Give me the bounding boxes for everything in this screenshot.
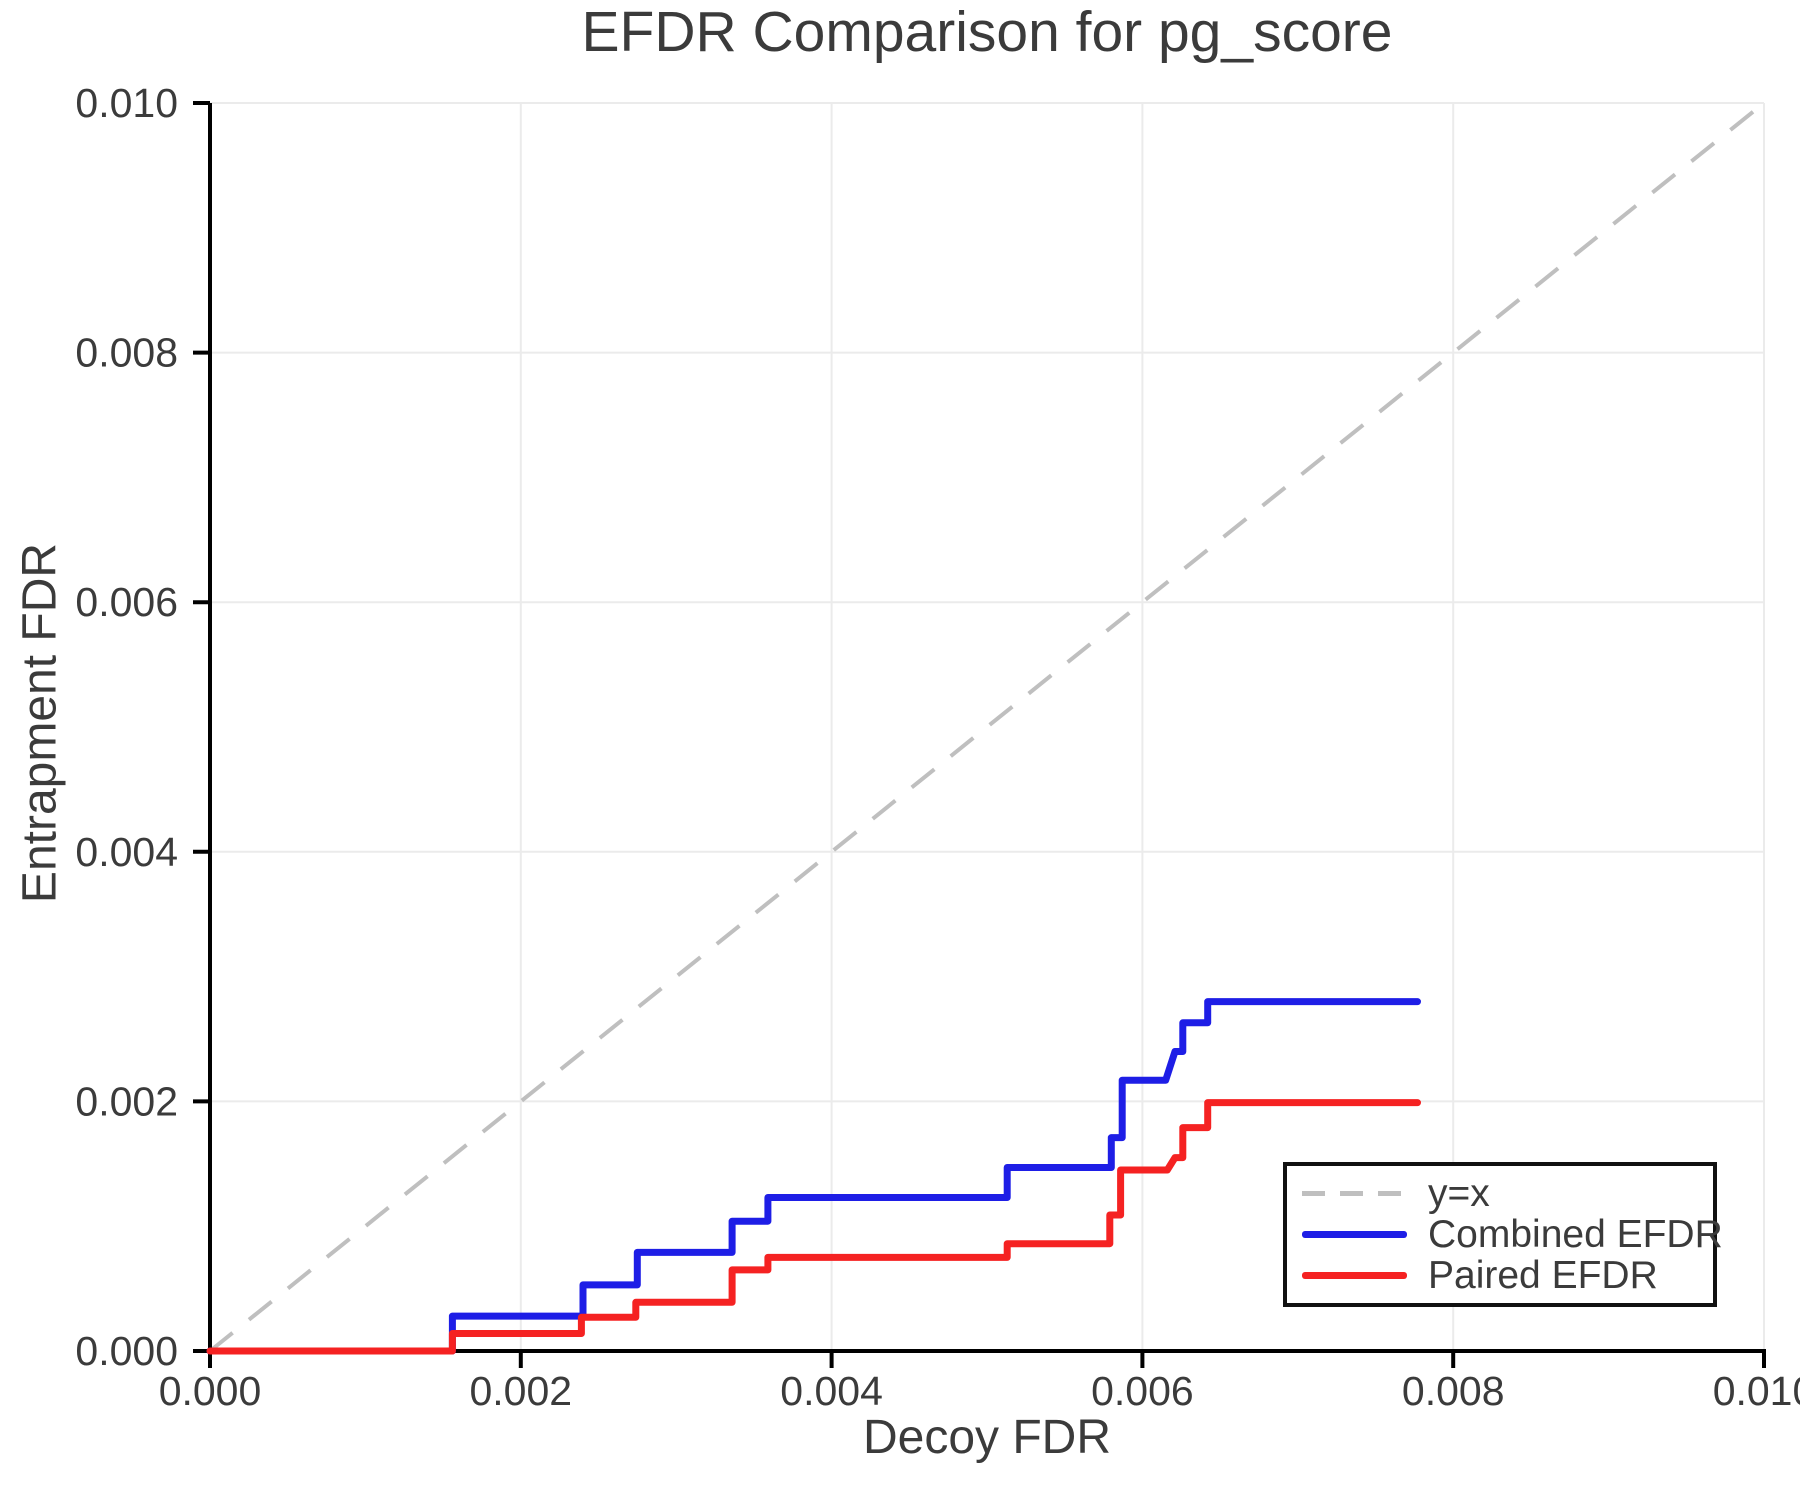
y-tick-label: 0.006	[75, 579, 178, 625]
x-tick-label: 0.002	[469, 1368, 572, 1414]
x-tick-label: 0.004	[780, 1368, 883, 1414]
x-tick-label: 0.000	[159, 1368, 262, 1414]
legend-item-paired-efdr: Paired EFDR	[1302, 1255, 1713, 1296]
legend-label-yx: y=x	[1428, 1172, 1490, 1215]
legend-label-paired-efdr: Paired EFDR	[1428, 1254, 1658, 1297]
paired-efdr-line	[206, 1099, 1421, 1355]
legend-item-yx: y=x	[1302, 1173, 1713, 1214]
chart-title: EFDR Comparison for pg_score	[581, 0, 1393, 64]
x-tick-label: 0.008	[1402, 1368, 1505, 1414]
x-tick-label: 0.010	[1713, 1368, 1800, 1414]
reference-line-yx	[208, 101, 1766, 1353]
y-tick-label: 0.010	[75, 80, 178, 126]
y-tick-label: 0.002	[75, 1078, 178, 1124]
red-line-swatch	[1302, 1272, 1407, 1279]
legend: y=x Combined EFDR Paired EFDR	[1283, 1162, 1723, 1307]
x-tick-label: 0.006	[1091, 1368, 1194, 1414]
y-tick-label: 0.004	[75, 829, 178, 875]
legend-item-combined-efdr: Combined EFDR	[1302, 1214, 1723, 1255]
y-axis-label: Entrapment FDR	[13, 542, 67, 904]
legend-label-combined-efdr: Combined EFDR	[1428, 1213, 1723, 1256]
y-tick-label: 0.000	[75, 1328, 178, 1374]
y-tick-label: 0.008	[75, 330, 178, 376]
x-axis-label: Decoy FDR	[862, 1411, 1112, 1464]
blue-line-swatch	[1302, 1231, 1407, 1238]
dashed-line-swatch	[1302, 1191, 1407, 1196]
combined-efdr-line	[206, 998, 1421, 1355]
